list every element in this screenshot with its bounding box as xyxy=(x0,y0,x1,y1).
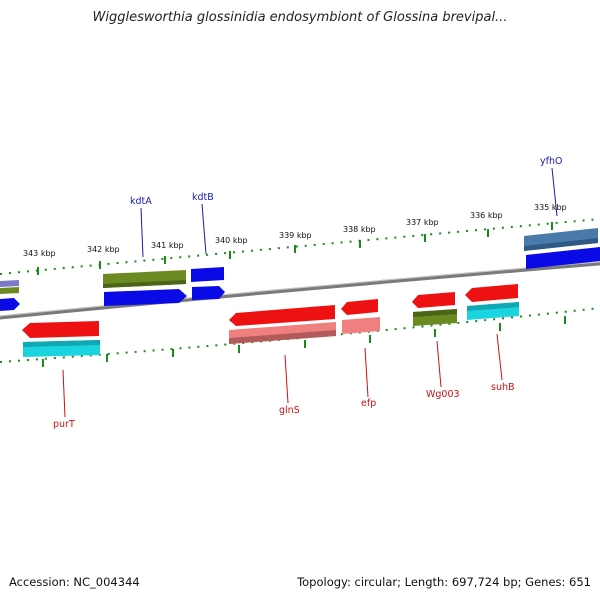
gene-glnS-pink-shade xyxy=(229,330,336,344)
gene-yfhO-arrow[interactable] xyxy=(526,247,600,269)
gene-kdtA-olive-shade xyxy=(103,280,186,288)
genome-summary-text: Topology: circular; Length: 697,724 bp; … xyxy=(297,575,591,589)
scale-label: 340 kbp xyxy=(215,236,248,245)
gene-fragment[interactable] xyxy=(0,298,20,311)
gene-label-purT[interactable]: purT xyxy=(53,419,75,430)
scale-label: 339 kbp xyxy=(279,231,312,240)
gene-purT-arrow[interactable] xyxy=(22,321,99,338)
gene-purT-cyan-shade xyxy=(23,340,100,347)
gene-kdtB-block[interactable] xyxy=(191,267,224,282)
gene-Wg003-olive-shade xyxy=(413,309,457,317)
gene-efp-pink[interactable] xyxy=(342,317,380,334)
map-title: Wigglesworthia glossinidia endosymbiont … xyxy=(92,10,508,25)
gene-label-glnS[interactable]: glnS xyxy=(279,405,300,416)
gene-yfhO-steel-shade xyxy=(524,238,598,251)
inner-label-leaders xyxy=(62,333,503,418)
scale-label: 335 kbp xyxy=(534,203,567,212)
gene-label-efp[interactable]: efp xyxy=(361,398,376,409)
scale-label: 337 kbp xyxy=(406,218,439,227)
outer-label-leaders xyxy=(140,167,558,258)
gene-kdtB-arrow[interactable] xyxy=(192,286,225,300)
gene-efp-arrow[interactable] xyxy=(341,299,378,315)
scale-label: 343 kbp xyxy=(23,249,56,258)
gene-glnS-arrow[interactable] xyxy=(229,305,335,326)
scale-label: 336 kbp xyxy=(470,211,503,220)
accession-text: Accession: NC_004344 xyxy=(9,575,140,589)
gene-label-Wg003[interactable]: Wg003 xyxy=(426,389,460,400)
gene-Wg003-arrow[interactable] xyxy=(412,292,455,308)
scale-label: 342 kbp xyxy=(87,245,120,254)
gene-label-suhB[interactable]: suhB xyxy=(491,382,515,393)
gene-label-kdtA[interactable]: kdtA xyxy=(130,196,152,207)
gene-suhB-arrow[interactable] xyxy=(465,284,518,302)
gene-kdtA-arrow[interactable] xyxy=(104,289,187,306)
scale-label: 341 kbp xyxy=(151,241,184,250)
gene-label-kdtB[interactable]: kdtB xyxy=(192,192,214,203)
genome-backbone xyxy=(0,261,600,320)
outer-major-ticks xyxy=(37,222,553,275)
genome-backbone-highlight xyxy=(0,261,600,317)
gene-fragment[interactable] xyxy=(0,280,19,287)
inner-major-ticks xyxy=(42,316,566,367)
scale-label: 338 kbp xyxy=(343,225,376,234)
gene-suhB-cyan-shade xyxy=(467,302,519,311)
gene-fragment[interactable] xyxy=(0,287,19,294)
gene-label-yfhO[interactable]: yfhO xyxy=(540,156,562,167)
scale-labels: 343 kbp 342 kbp 341 kbp 340 kbp 339 kbp … xyxy=(23,203,567,258)
